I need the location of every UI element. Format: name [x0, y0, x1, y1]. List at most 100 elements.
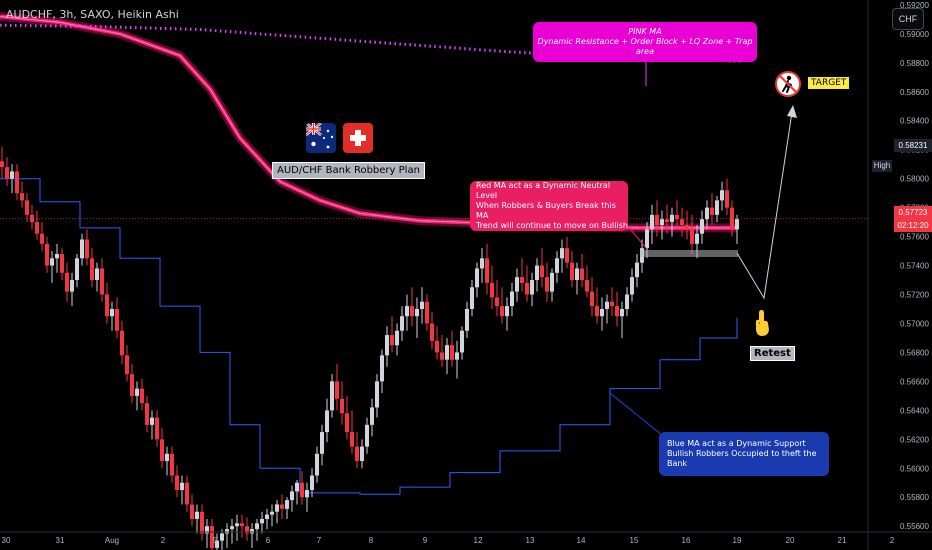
candle: [340, 381, 344, 425]
candle-body: [705, 207, 709, 220]
candle: [660, 210, 664, 240]
candle: [145, 395, 149, 433]
candle-body: [330, 381, 334, 411]
candle-body: [615, 306, 619, 317]
candle-body: [405, 306, 409, 317]
candle: [345, 395, 349, 440]
candle-body: [440, 352, 444, 360]
candle-body: [205, 526, 209, 534]
candle-body: [585, 280, 589, 292]
blue-note-pointer: [609, 392, 669, 441]
candle-body: [235, 523, 239, 527]
price-tick-label: 0.56000: [900, 464, 929, 473]
candle-body: [535, 265, 539, 281]
candle-body: [350, 432, 354, 447]
candle: [675, 200, 679, 230]
candle: [315, 446, 319, 483]
candle-body: [715, 200, 719, 215]
candle: [665, 204, 669, 234]
red-ma-note-line1: Red MA act as a Dynamic Neutral Level: [476, 181, 611, 200]
candle: [570, 251, 574, 288]
robber-icon: [775, 71, 801, 97]
time-axis[interactable]: 30 31 Aug 2 5 6 7 8 9 12 13 14 15 16 19 20 21 2: [0, 531, 932, 545]
candle-body: [155, 417, 159, 440]
target-label: TARGET: [807, 76, 851, 90]
candle-body: [425, 301, 429, 324]
candle-body: [30, 214, 34, 223]
candle: [135, 381, 139, 411]
candle: [280, 494, 284, 519]
candle: [180, 475, 184, 505]
candle: [295, 479, 299, 505]
red-ma-note-line3: Trend will continue to move on Bullish: [476, 221, 628, 230]
candle-body: [460, 330, 464, 353]
price-tick-label: 0.58600: [900, 88, 929, 97]
candle-body: [580, 268, 584, 281]
candle: [735, 214, 739, 244]
time-tick-label: 19: [733, 536, 742, 545]
candle-body: [275, 504, 279, 512]
candle: [130, 364, 134, 404]
candle: [510, 282, 514, 317]
time-tick-label: 7: [317, 536, 322, 545]
candle: [115, 297, 119, 338]
candle-body: [420, 301, 424, 309]
candle-body: [60, 253, 64, 273]
candle-body: [160, 439, 164, 462]
candle: [520, 258, 524, 292]
price-tick-label: 0.58800: [900, 59, 929, 68]
candle: [625, 287, 629, 317]
australia-flag-icon: [306, 123, 336, 153]
pink-ma-note-body: Dynamic Resistance + Order Block + LQ Zo…: [537, 37, 753, 56]
candle: [680, 207, 684, 237]
current-price-tag: 0.57723: [894, 205, 932, 219]
candle-body: [505, 306, 509, 317]
candle-body: [410, 306, 414, 317]
candle: [40, 222, 44, 252]
candle-body: [360, 446, 364, 462]
retest-zone: [640, 250, 738, 257]
candle: [250, 523, 254, 548]
candle: [65, 262, 69, 302]
candle: [430, 311, 434, 350]
candle-body: [600, 308, 604, 317]
candle: [635, 253, 639, 288]
candle-body: [415, 308, 419, 317]
candle: [205, 518, 209, 548]
candle: [140, 378, 144, 411]
candle: [110, 301, 114, 331]
price-tick-label: 0.56200: [900, 435, 929, 444]
time-tick-label: 20: [786, 536, 795, 545]
candle-body: [95, 268, 99, 281]
time-tick-label: 5: [213, 536, 218, 545]
projection-arrowhead: [787, 105, 797, 118]
candle-body: [430, 323, 434, 341]
candle: [255, 518, 259, 541]
candle: [390, 316, 394, 353]
time-tick-label: 16: [682, 536, 691, 545]
candle: [505, 297, 509, 331]
candle: [200, 504, 204, 541]
candle-body: [655, 214, 659, 226]
candle-body: [635, 262, 639, 278]
candle: [650, 204, 654, 244]
candle-body: [260, 518, 264, 524]
candle-body: [495, 297, 499, 307]
candle-body: [120, 330, 124, 356]
candle: [45, 236, 49, 273]
candle: [310, 468, 314, 498]
candle: [55, 243, 59, 273]
candle-body: [335, 381, 339, 399]
candle: [95, 262, 99, 292]
candle: [545, 262, 549, 302]
candle-body: [550, 272, 554, 292]
candle: [265, 508, 269, 530]
candle: [460, 326, 464, 360]
candle-body: [690, 229, 694, 244]
currency-badge[interactable]: CHF: [892, 8, 924, 30]
candle: [365, 417, 369, 454]
time-tick-label: 6: [266, 536, 271, 545]
candle-body: [280, 504, 284, 509]
candle-body: [135, 388, 139, 396]
candle-body: [525, 282, 529, 295]
